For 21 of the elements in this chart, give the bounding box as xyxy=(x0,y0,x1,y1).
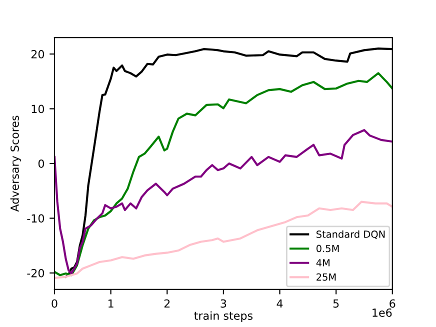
text: 1e6 xyxy=(372,308,392,317)
line-series xyxy=(54,129,392,275)
x-tick-label: 3 xyxy=(220,299,226,308)
x-tick-label: 6 xyxy=(390,299,396,308)
x-axis-title: train steps xyxy=(194,311,253,322)
legend-label: 25M xyxy=(316,273,336,281)
y-tick-label: 20 xyxy=(31,50,44,58)
y-tick-label: 0 xyxy=(38,159,44,168)
y-tick-label: 10 xyxy=(32,104,44,114)
legend-label: Standard DQN xyxy=(316,230,385,240)
x-tick-label: 4 xyxy=(276,299,283,308)
x-tick-label: 0 xyxy=(52,299,58,308)
y-tick-label: -20 xyxy=(27,268,44,278)
x-tick-label: 5 xyxy=(333,299,339,308)
y-axis-title: Adversary Scores xyxy=(10,116,22,212)
line-series xyxy=(54,200,392,279)
legend-label: 4M xyxy=(316,259,330,266)
y-tick-label: -10 xyxy=(27,214,44,223)
x-tick-label: 2 xyxy=(164,299,170,308)
x-tick-label: 1 xyxy=(108,299,114,308)
legend-label: 0.5M xyxy=(316,244,339,252)
